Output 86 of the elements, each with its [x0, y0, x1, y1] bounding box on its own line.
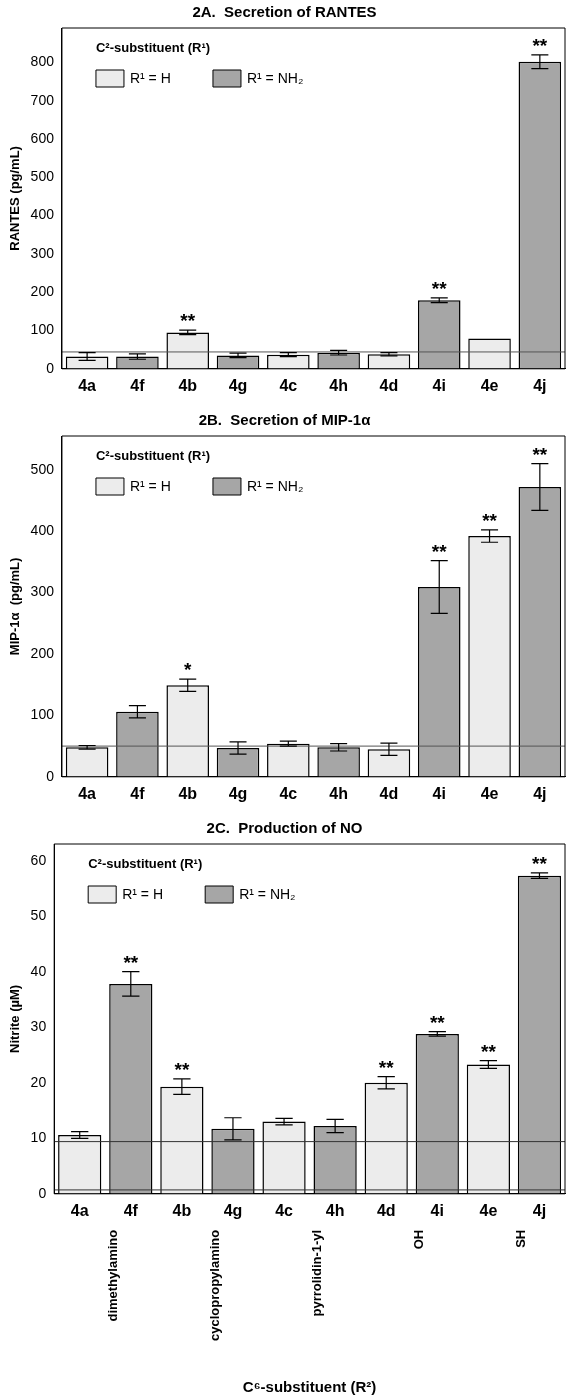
annotation: ** — [123, 951, 139, 973]
y-axis-title: RANTES (pg/mL) — [7, 146, 23, 251]
y-tick-label: 500 — [30, 168, 55, 185]
legend-label: R¹ = H — [129, 69, 171, 86]
x-tick-label: 4b — [172, 1201, 192, 1219]
annotation: ** — [431, 277, 448, 299]
annotation: ** — [480, 1040, 497, 1062]
x-tick-label: 4c — [275, 1201, 294, 1219]
y-tick-label: 20 — [30, 1073, 47, 1090]
x-tick-label: 4g — [228, 784, 248, 802]
x-tick-label: 4d — [376, 1201, 396, 1219]
y-tick-label: 100 — [30, 706, 55, 723]
y-tick-label: 50 — [30, 907, 47, 924]
y-tick-label: 300 — [30, 583, 55, 600]
annotation: ** — [431, 540, 448, 562]
x-tick-label: 4b — [178, 376, 198, 394]
y-tick-label: 400 — [30, 206, 55, 223]
x-tick-label: 4e — [480, 784, 499, 802]
x-tick-label: 4i — [430, 1201, 444, 1219]
text: OH — [411, 1229, 427, 1250]
y-tick-label: 300 — [30, 244, 55, 261]
annotation: ** — [482, 509, 498, 531]
annotation: ** — [429, 1011, 446, 1033]
x-tick-label: 4g — [228, 376, 248, 394]
x-tick-label: 4d — [379, 784, 399, 802]
chart-title: 2A. Secretion of RANTES — [192, 3, 377, 21]
y-tick-label: 0 — [38, 1184, 47, 1201]
y-tick-label: 400 — [30, 522, 55, 539]
x-tick-label: 4g — [223, 1201, 243, 1219]
legend-label: R¹ = H — [129, 477, 171, 494]
legend-title: C²-substituent (R¹) — [88, 855, 203, 871]
y-tick-label: 0 — [46, 767, 55, 784]
chart-title: 2B. Secretion of MIP-1α — [198, 411, 372, 429]
x-tick-label: 4e — [479, 1201, 498, 1219]
legend-label: R¹ = NH₂ — [246, 477, 304, 494]
chart-title: 2C. Production of NO — [206, 819, 363, 837]
y-tick-label: 30 — [30, 1018, 47, 1035]
x-tick-label: 4a — [78, 376, 97, 394]
x-tick-label: 4a — [78, 784, 97, 802]
y-tick-label: 500 — [30, 460, 55, 477]
x-tick-label: 4d — [379, 376, 399, 394]
legend-title: C²-substituent (R¹) — [95, 447, 211, 463]
annotation: ** — [532, 443, 548, 465]
x-tick-label: 4h — [329, 784, 348, 802]
annotation: * — [184, 659, 193, 681]
text: SH — [513, 1229, 529, 1248]
x-tick-label: 4j — [533, 784, 547, 802]
x-tick-label: 4j — [533, 376, 547, 394]
x-tick-label: 4h — [325, 1201, 345, 1219]
x-tick-label: 4f — [130, 784, 146, 802]
y-tick-label: 700 — [30, 91, 55, 108]
legend-label: R¹ = NH₂ — [239, 885, 296, 902]
annotation: ** — [532, 852, 548, 874]
y-tick-label: 800 — [30, 53, 55, 70]
legend-label: R¹ = H — [122, 885, 164, 902]
legend-label: R¹ = NH₂ — [246, 69, 304, 86]
x-tick-label: 4e — [480, 376, 499, 394]
y-tick-label: 40 — [30, 962, 47, 979]
x-tick-label: 4c — [279, 376, 298, 394]
y-axis-title: MIP-1α (pg/mL) — [7, 557, 23, 656]
x-tick-label: 4f — [130, 376, 146, 394]
x-tick-label: 4j — [532, 1201, 547, 1219]
annotation: ** — [174, 1058, 190, 1080]
text: pyrrolidin-1-yl — [309, 1229, 325, 1317]
x-tick-label: 4i — [432, 784, 446, 802]
x-tick-label: 4f — [123, 1201, 139, 1219]
x-tick-label: 4a — [70, 1201, 89, 1219]
text: dimethylamino — [104, 1229, 120, 1322]
y-axis-title: Nitrite (µM) — [7, 984, 23, 1053]
x-tick-label: 4b — [178, 784, 198, 802]
y-tick-label: 600 — [30, 129, 55, 146]
x-tick-label: 4h — [329, 376, 348, 394]
y-tick-label: 100 — [30, 321, 55, 338]
x-tick-label: 4i — [432, 376, 446, 394]
y-tick-label: 200 — [30, 644, 55, 661]
annotation: ** — [378, 1056, 395, 1078]
x-axis-title: C⁶-substituent (R²) — [242, 1378, 377, 1396]
y-tick-label: 0 — [46, 359, 55, 376]
y-tick-label: 200 — [30, 283, 55, 300]
legend-title: C²-substituent (R¹) — [95, 39, 211, 55]
y-tick-label: 60 — [30, 851, 47, 868]
annotation: ** — [180, 310, 196, 332]
text: cyclopropylamino — [207, 1229, 222, 1342]
x-tick-label: 4c — [279, 784, 298, 802]
annotation: ** — [532, 34, 548, 56]
y-tick-label: 10 — [30, 1129, 47, 1146]
